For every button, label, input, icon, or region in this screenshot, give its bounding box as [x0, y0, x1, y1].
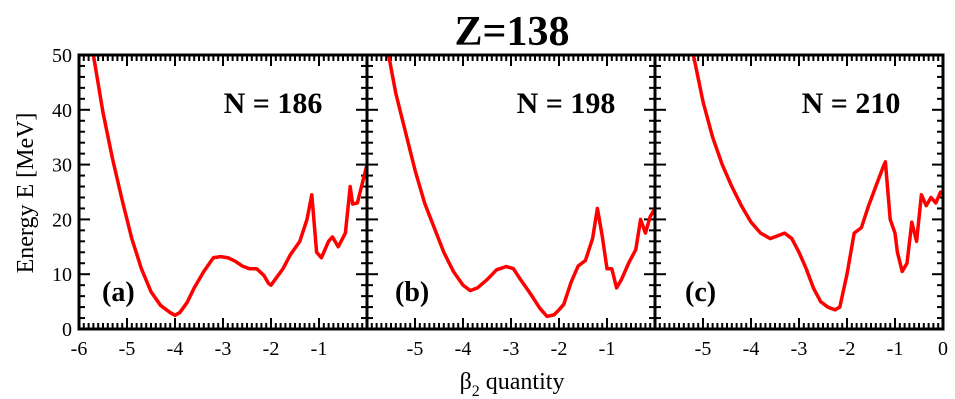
series-line [386, 55, 655, 319]
x-tick-label: -5 [695, 338, 712, 360]
x-tick-label: -5 [407, 338, 424, 360]
panel-label: (a) [102, 277, 135, 308]
panel-3: -5 -4 -3 -2 -1 0 N = 210 (c) [653, 53, 948, 360]
y-tick-label: 30 [52, 155, 72, 177]
chart-title: Z=138 [455, 9, 570, 55]
x-tick-label: -6 [71, 338, 88, 360]
y-tick-label: 0 [62, 319, 72, 341]
y-tick-label: 10 [52, 264, 72, 286]
n-label: N = 210 [802, 87, 901, 120]
x-tick-label: -1 [599, 338, 616, 360]
x-tick-label: -1 [311, 338, 328, 360]
x-tick-label: -3 [215, 338, 232, 360]
panel-2: -5 -4 -3 -2 -1 N = 198 (b) [365, 53, 657, 360]
y-tick-label: 50 [52, 45, 72, 67]
x-tick-label: -3 [791, 338, 808, 360]
x-axis-label-rest: quantity [480, 369, 565, 395]
x-tick-label: 0 [938, 338, 948, 360]
series-line [91, 55, 367, 318]
x-axis-label-subscript: 2 [472, 383, 480, 399]
x-tick-label: -1 [887, 338, 904, 360]
x-tick-label: -4 [743, 338, 760, 360]
y-tick-label: 40 [52, 100, 72, 122]
panel-1: -6 -5 -4 -3 -2 -1 N = 186 (a) [71, 53, 369, 360]
x-tick-label: -5 [119, 338, 136, 360]
series-line [691, 55, 943, 312]
y-axis-ticks: 0 10 20 30 40 50 [52, 45, 72, 341]
n-label: N = 186 [224, 87, 323, 120]
x-tick-label: -3 [503, 338, 520, 360]
x-tick-label: -2 [839, 338, 856, 360]
x-tick-label: -2 [551, 338, 568, 360]
panel-label: (c) [685, 277, 716, 308]
panels: -6 -5 -4 -3 -2 -1 N = 186 (a) -5 -4 -3 -2 -1 N = 198 (… [52, 45, 948, 360]
y-tick-label: 20 [52, 209, 72, 231]
x-axis-label-symbol: β [460, 369, 472, 395]
x-tick-label: -4 [167, 338, 184, 360]
plot-frame [653, 53, 945, 331]
n-label: N = 198 [517, 87, 616, 120]
x-tick-label: -2 [263, 338, 280, 360]
x-axis-label: β2 quantity [460, 369, 565, 399]
y-axis-label: Energy E [MeV] [13, 113, 39, 274]
x-tick-label: -4 [455, 338, 472, 360]
panel-label: (b) [395, 277, 429, 308]
